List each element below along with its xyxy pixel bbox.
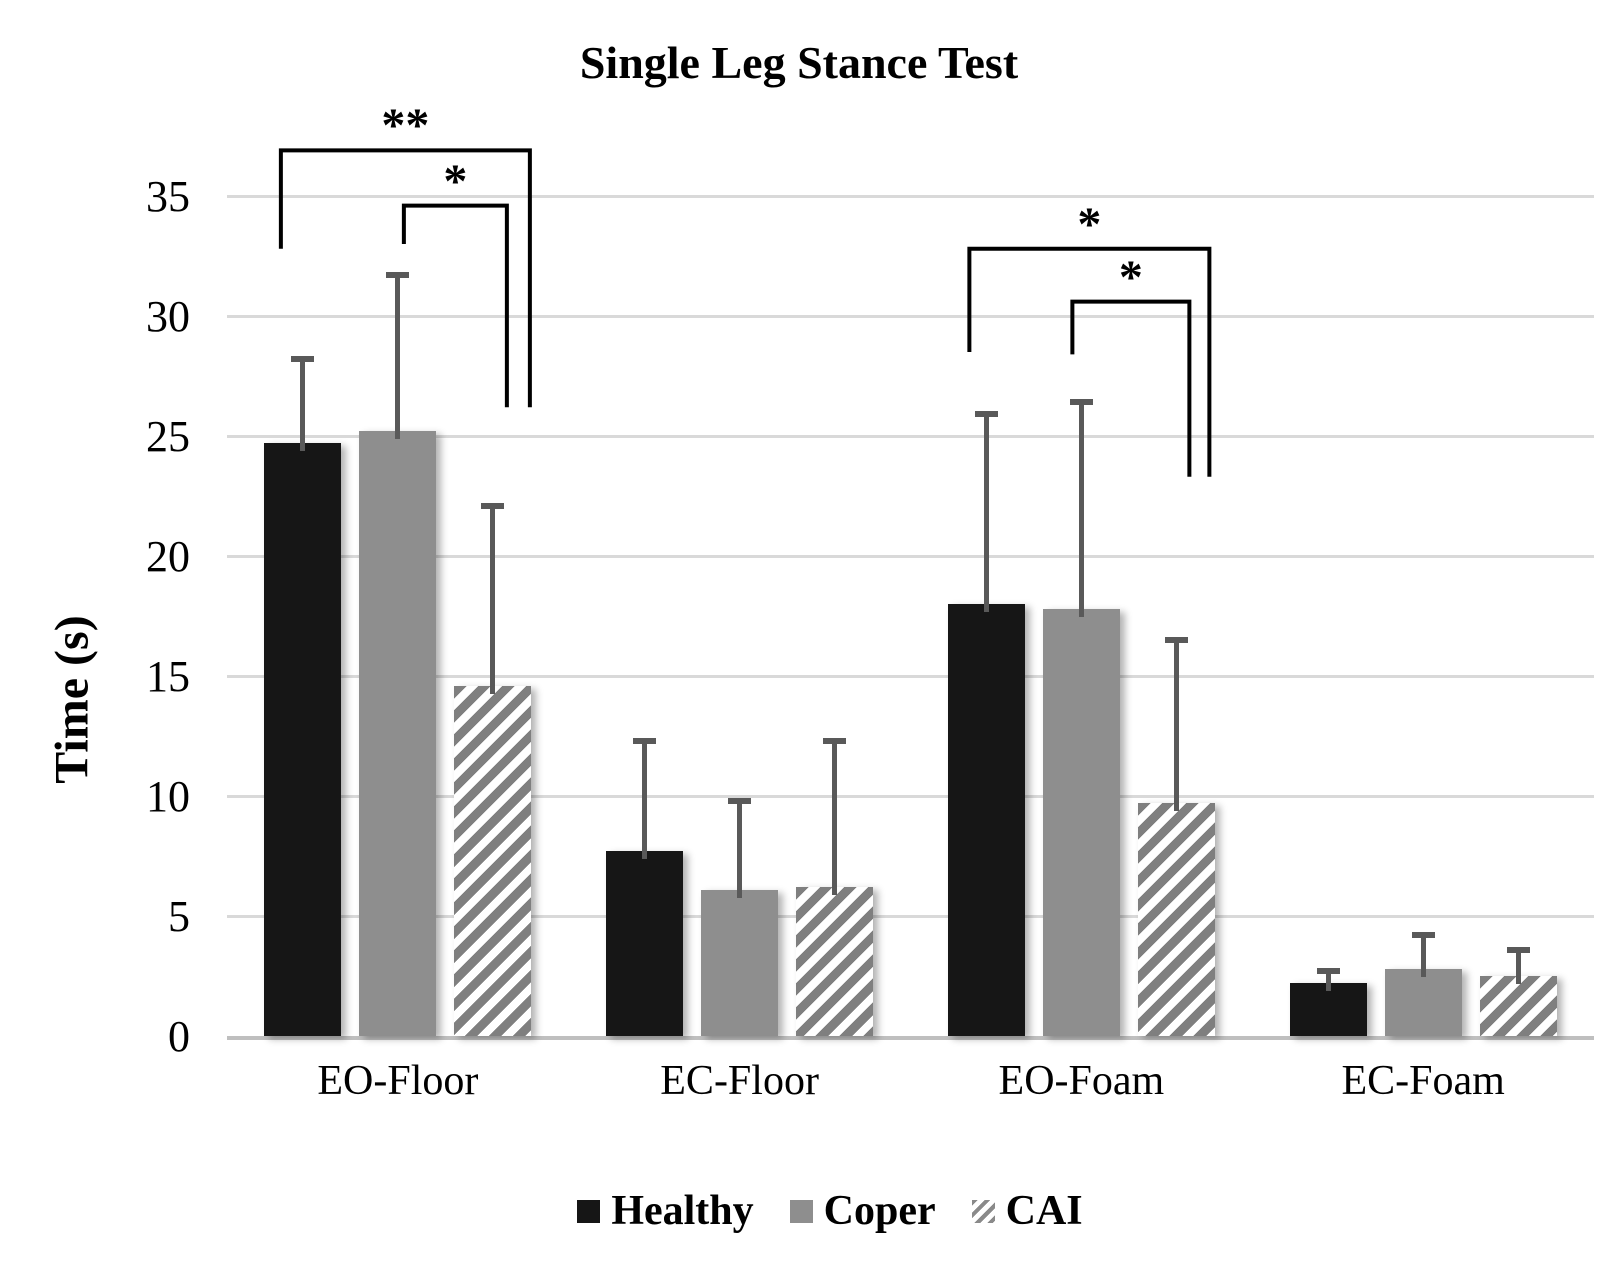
significance-star-3: * bbox=[1118, 250, 1143, 304]
x-category-label-ec-floor: EC-Floor bbox=[660, 1058, 819, 1104]
legend-label-cai: CAI bbox=[1005, 1188, 1083, 1234]
error-bar-cap-cai-eo-foam bbox=[1164, 637, 1188, 643]
bar-coper-ec-foam bbox=[1384, 968, 1462, 1036]
x-category-label-eo-foam: EO-Foam bbox=[998, 1058, 1165, 1104]
gridline-30 bbox=[227, 314, 1594, 318]
error-bar-coper-ec-foam bbox=[1420, 935, 1426, 977]
legend-label-healthy: Healthy bbox=[611, 1188, 754, 1234]
significance-bracket-3 bbox=[1070, 299, 1192, 477]
legend: Healthy Coper CAI bbox=[0, 1190, 1624, 1232]
bar-coper-eo-foam bbox=[1042, 608, 1120, 1036]
error-bar-cai-ec-floor bbox=[832, 740, 838, 896]
bar-coper-ec-floor bbox=[701, 889, 779, 1036]
error-bar-healthy-eo-floor bbox=[300, 359, 306, 452]
y-tick-label-5: 5 bbox=[168, 892, 190, 941]
bar-cai-eo-foam bbox=[1137, 803, 1215, 1036]
legend-item-healthy: Healthy bbox=[577, 1188, 754, 1234]
significance-bracket-2 bbox=[967, 246, 1212, 477]
error-bar-cai-eo-floor bbox=[490, 505, 496, 694]
error-bar-cap-healthy-eo-foam bbox=[974, 411, 998, 418]
legend-label-coper: Coper bbox=[823, 1188, 936, 1234]
bar-cai-eo-floor bbox=[454, 685, 532, 1036]
error-bar-healthy-ec-floor bbox=[642, 740, 648, 860]
bar-healthy-eo-floor bbox=[264, 443, 342, 1036]
error-bar-healthy-eo-foam bbox=[983, 414, 989, 612]
y-tick-label-25: 25 bbox=[146, 412, 190, 461]
gridline-25 bbox=[227, 434, 1594, 438]
error-bar-cap-coper-ec-foam bbox=[1411, 932, 1435, 939]
error-bar-cap-healthy-eo-floor bbox=[291, 356, 315, 363]
x-category-label-eo-floor: EO-Floor bbox=[317, 1058, 479, 1104]
error-bar-cap-cai-ec-floor bbox=[823, 737, 847, 744]
bar-healthy-ec-foam bbox=[1289, 983, 1367, 1036]
bar-cai-ec-foam bbox=[1479, 976, 1557, 1036]
error-bar-cap-cai-eo-floor bbox=[481, 502, 505, 509]
error-bar-cap-healthy-ec-foam bbox=[1316, 968, 1340, 975]
error-bar-cap-healthy-ec-floor bbox=[633, 737, 657, 744]
error-bar-cap-coper-eo-foam bbox=[1069, 399, 1093, 406]
significance-star-2: * bbox=[1077, 197, 1102, 251]
bar-healthy-ec-floor bbox=[606, 851, 684, 1036]
y-tick-label-0: 0 bbox=[168, 1012, 190, 1061]
y-tick-label-30: 30 bbox=[146, 292, 190, 341]
error-bar-coper-ec-floor bbox=[737, 800, 743, 898]
gridline-0 bbox=[227, 1036, 1594, 1040]
significance-bracket-0 bbox=[278, 148, 532, 408]
y-tick-label-10: 10 bbox=[146, 772, 190, 821]
error-bar-cai-eo-foam bbox=[1173, 640, 1179, 812]
legend-marker-coper-icon bbox=[789, 1199, 813, 1223]
error-bar-coper-eo-floor bbox=[395, 275, 401, 440]
gridline-20 bbox=[227, 554, 1594, 558]
significance-bracket-1 bbox=[401, 203, 509, 408]
bar-cai-ec-floor bbox=[796, 887, 874, 1036]
y-tick-label-35: 35 bbox=[146, 172, 190, 221]
y-tick-label-20: 20 bbox=[146, 532, 190, 581]
y-tick-label-15: 15 bbox=[146, 652, 190, 701]
legend-item-cai: CAI bbox=[971, 1188, 1083, 1234]
error-bar-cap-coper-ec-floor bbox=[728, 797, 752, 804]
gridline-5 bbox=[227, 914, 1594, 918]
gridline-10 bbox=[227, 794, 1594, 798]
error-bar-cai-ec-foam bbox=[1515, 949, 1521, 984]
legend-marker-healthy-icon bbox=[577, 1199, 601, 1223]
gridline-15 bbox=[227, 674, 1594, 678]
x-category-label-ec-foam: EC-Foam bbox=[1341, 1058, 1505, 1104]
significance-star-0: ** bbox=[381, 99, 430, 153]
error-bar-healthy-ec-foam bbox=[1325, 971, 1331, 992]
chart-title: Single Leg Stance Test bbox=[579, 37, 1019, 88]
significance-star-1: * bbox=[443, 154, 468, 208]
error-bar-coper-eo-foam bbox=[1078, 402, 1084, 617]
legend-item-coper: Coper bbox=[789, 1188, 936, 1234]
legend-marker-cai-icon bbox=[971, 1199, 995, 1223]
error-bar-cap-coper-eo-floor bbox=[386, 272, 410, 279]
bar-coper-eo-floor bbox=[359, 431, 437, 1036]
gridline-35 bbox=[227, 194, 1594, 198]
error-bar-cap-cai-ec-foam bbox=[1506, 946, 1530, 953]
bar-healthy-eo-foam bbox=[947, 604, 1025, 1036]
